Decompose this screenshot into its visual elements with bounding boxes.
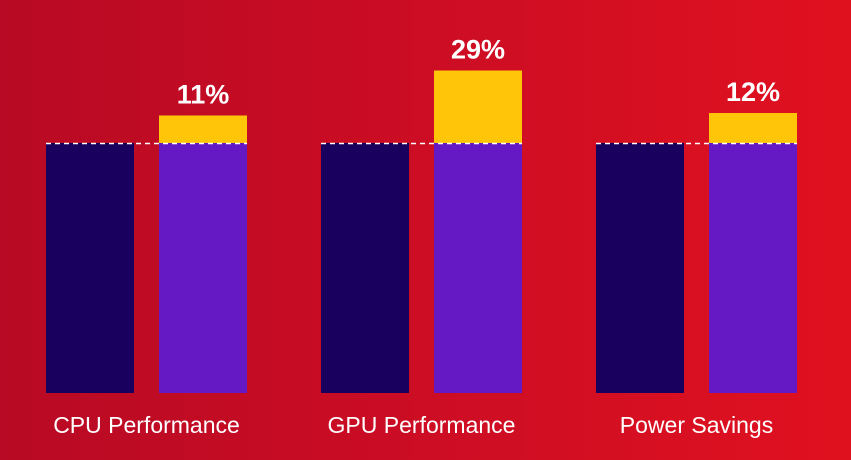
category-label-power-savings: Power Savings: [620, 412, 773, 438]
gain-label-cpu-performance: 11%: [177, 80, 230, 110]
improved-bar-gpu-performance: [434, 143, 522, 393]
category-label-cpu-performance: CPU Performance: [53, 412, 240, 438]
gain-label-gpu-performance: 29%: [451, 35, 505, 65]
gain-bar-gpu-performance: [434, 70, 522, 143]
baseline-bar-gpu-performance: [321, 143, 409, 393]
baseline-bar-cpu-performance: [46, 143, 134, 393]
baseline-bar-power-savings: [596, 143, 684, 393]
labels-layer: 11% CPU Performance 29% GPU Performance 12% P…: [53, 35, 780, 439]
gain-label-power-savings: 12%: [726, 77, 780, 107]
category-label-gpu-performance: GPU Performance: [328, 412, 516, 438]
gain-bar-power-savings: [709, 113, 797, 143]
bars-layer: [46, 70, 797, 393]
improved-bar-cpu-performance: [159, 143, 247, 393]
gain-bar-cpu-performance: [159, 115, 247, 143]
improved-bar-power-savings: [709, 143, 797, 393]
